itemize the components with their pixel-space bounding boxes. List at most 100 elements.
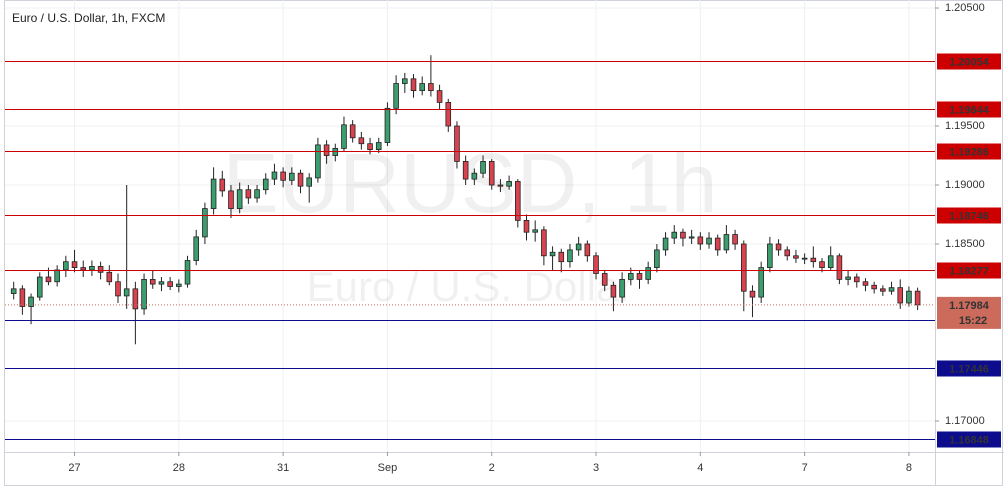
candle-body xyxy=(767,243,773,268)
level-label-bg xyxy=(937,207,1001,224)
y-tick-label: 1.17000 xyxy=(945,415,985,427)
candle-body xyxy=(845,276,851,280)
candle-body xyxy=(10,288,17,294)
candle-body xyxy=(523,219,530,233)
candle-body xyxy=(454,125,460,162)
candle-body xyxy=(853,276,860,283)
level-label: 1.19286 xyxy=(949,146,989,158)
x-tick-label: 3 xyxy=(593,462,599,474)
x-tick-label: 28 xyxy=(173,462,185,474)
candle-body xyxy=(506,181,512,187)
candle-body xyxy=(541,229,547,257)
candle-body xyxy=(245,189,252,199)
candle-body xyxy=(723,234,730,251)
candle-body xyxy=(549,251,556,257)
candle-body xyxy=(688,236,695,239)
candle-body xyxy=(888,287,895,292)
candle-body xyxy=(210,178,217,209)
y-tick-label: 1.19000 xyxy=(945,179,985,191)
candle-body xyxy=(228,190,234,209)
candle-body xyxy=(532,229,538,233)
candle-body xyxy=(654,249,660,268)
x-tick-label: 2 xyxy=(489,462,495,474)
candle-body xyxy=(662,237,669,251)
candle-body xyxy=(801,257,808,260)
candle-body xyxy=(315,144,321,179)
candle-body xyxy=(80,267,87,271)
level-label: 1.17446 xyxy=(949,363,989,375)
x-tick-label: Sep xyxy=(378,462,398,474)
candle-body xyxy=(36,276,43,298)
candle-body xyxy=(880,288,886,292)
candle-body xyxy=(63,261,69,271)
candle-body xyxy=(289,172,295,181)
x-tick-label: 31 xyxy=(277,462,289,474)
candle-body xyxy=(515,181,521,221)
candle-body xyxy=(202,208,208,238)
candle-body xyxy=(749,290,756,298)
candle-body xyxy=(158,281,165,285)
level-label-bg xyxy=(937,53,1001,70)
level-label-bg xyxy=(937,360,1001,377)
level-label: 1.16848 xyxy=(949,434,989,446)
candle-body xyxy=(584,243,591,257)
candle-body xyxy=(149,278,156,285)
candle-body xyxy=(575,243,582,251)
candle-body xyxy=(628,273,634,280)
candle-body xyxy=(402,78,408,84)
last-price-bg xyxy=(937,296,1001,329)
candle-body xyxy=(914,290,921,306)
candle-body xyxy=(610,284,617,298)
candle-body xyxy=(480,161,486,174)
level-label-bg xyxy=(937,262,1001,279)
candle-body xyxy=(636,273,643,280)
candle-body xyxy=(758,267,764,298)
y-tick-label: 1.20500 xyxy=(945,2,985,14)
candle-body xyxy=(323,144,330,156)
candle-body xyxy=(132,288,139,310)
candle-body xyxy=(862,281,869,286)
level-label-bg xyxy=(937,101,1001,118)
candle-body xyxy=(393,83,399,109)
candle-body xyxy=(593,255,599,274)
candle-body xyxy=(462,161,469,180)
candle-body xyxy=(28,296,34,307)
level-label: 1.20054 xyxy=(949,56,990,68)
candle-body xyxy=(271,171,278,180)
candle-body xyxy=(349,124,356,139)
candle-body xyxy=(445,102,452,127)
candle-body xyxy=(671,231,678,239)
candle-body xyxy=(836,255,843,280)
candle-body xyxy=(106,271,113,283)
candle-body xyxy=(567,249,573,263)
candle-body xyxy=(419,83,425,92)
candle-body xyxy=(784,249,791,257)
x-tick-label: 4 xyxy=(697,462,703,474)
level-label: 1.18746 xyxy=(949,210,989,222)
candle-body xyxy=(558,251,565,263)
candle-body xyxy=(254,189,260,199)
candle-body xyxy=(341,124,347,149)
candle-body xyxy=(706,237,712,245)
candle-body xyxy=(697,236,704,245)
candle-body xyxy=(123,288,130,297)
x-tick-label: 8 xyxy=(906,462,912,474)
candle-body xyxy=(141,278,147,310)
watermark-symbol: EURUSD, 1h xyxy=(223,136,718,230)
candle-body xyxy=(375,142,382,151)
candle-body xyxy=(680,231,686,239)
candle-body xyxy=(97,266,104,273)
candle-body xyxy=(367,143,373,151)
candle-body xyxy=(793,255,799,259)
candle-body xyxy=(89,266,95,271)
candle-body xyxy=(184,260,191,285)
candle-body xyxy=(358,137,365,145)
candle-body xyxy=(280,171,286,181)
candle-body xyxy=(488,161,495,186)
candle-body xyxy=(810,257,817,263)
candle-body xyxy=(619,278,625,298)
candle-body xyxy=(601,273,608,286)
candle-body xyxy=(428,83,434,92)
y-tick-label: 1.19500 xyxy=(945,120,985,132)
